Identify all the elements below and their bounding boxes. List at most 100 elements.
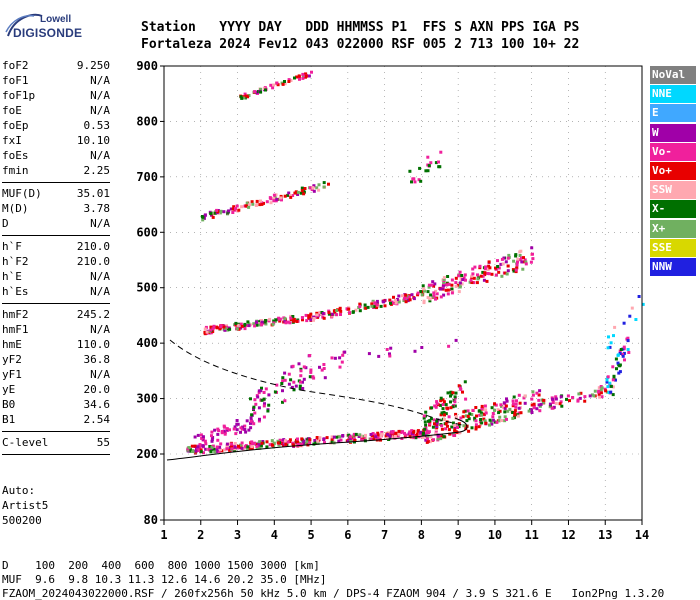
- echo-point: [512, 395, 516, 399]
- echo-point: [327, 311, 331, 315]
- echo-point: [330, 435, 334, 439]
- echo-point: [491, 412, 495, 415]
- x-axis-ticks: 1 2 3 4 5 6 7 8 9 10 11 12 13 14: [160, 520, 649, 542]
- echo-point: [196, 445, 200, 449]
- separator-line: [2, 235, 110, 236]
- y-tick-label: 200: [136, 447, 158, 461]
- echo-point: [266, 409, 270, 413]
- echo-point: [383, 304, 387, 308]
- echo-point: [517, 406, 521, 410]
- echo-point: [257, 443, 261, 447]
- legend-item: Vo+: [650, 161, 696, 180]
- echo-point: [330, 438, 334, 442]
- param-value: 2.54: [83, 413, 111, 426]
- echo-point: [393, 434, 397, 438]
- echo-point: [253, 90, 257, 94]
- echo-point: [419, 290, 423, 294]
- echo-point: [453, 429, 457, 433]
- echo-point: [322, 181, 326, 185]
- echo-point: [491, 418, 495, 422]
- echo-point: [196, 448, 200, 452]
- echo-point: [432, 294, 436, 298]
- echo-point: [439, 295, 443, 299]
- echo-point: [239, 326, 243, 330]
- echo-point: [522, 256, 525, 260]
- echo-point: [270, 439, 274, 443]
- echo-point: [397, 432, 401, 436]
- echo-point: [434, 297, 437, 301]
- echo-point: [338, 365, 342, 369]
- echo-point: [287, 372, 291, 376]
- echo-point: [258, 417, 261, 421]
- echo-point: [260, 441, 264, 445]
- param-row: h`F2 210.0: [2, 254, 110, 269]
- echo-point: [577, 392, 581, 396]
- echo-point: [414, 433, 418, 437]
- echo-point: [616, 361, 620, 365]
- param-name: yF1: [2, 368, 22, 381]
- echo-point: [289, 314, 293, 318]
- echo-point: [597, 393, 601, 397]
- param-name: foF1p: [2, 89, 36, 102]
- echo-point: [296, 437, 299, 441]
- echo-point: [454, 285, 458, 288]
- echo-point: [301, 442, 305, 446]
- echo-point: [440, 435, 444, 439]
- echo-point: [436, 435, 440, 439]
- header-values: Fortaleza 2024 Fev12 043 022000 RSF 005 …: [141, 37, 580, 52]
- param-row: h`Es N/A: [2, 284, 110, 299]
- echo-point: [420, 293, 424, 297]
- echo-point: [423, 420, 427, 424]
- footer-distance-row: D 100 200 400 600 800 1000 1500 3000 [km…: [2, 559, 320, 572]
- echo-point: [451, 421, 455, 425]
- echo-point: [292, 388, 296, 392]
- echo-point: [516, 257, 520, 261]
- echo-point: [268, 443, 272, 447]
- x-tick-label: 4: [271, 528, 278, 542]
- echo-point: [604, 389, 608, 393]
- echo-point: [615, 367, 618, 371]
- echo-point: [259, 444, 263, 448]
- y-tick-label: 900: [136, 59, 158, 73]
- echo-point: [193, 435, 197, 439]
- echo-point: [501, 262, 505, 266]
- echo-point: [435, 402, 439, 406]
- echo-point: [457, 290, 461, 294]
- echo-point: [360, 434, 364, 438]
- echo-point: [452, 433, 456, 437]
- echo-point: [514, 405, 518, 409]
- echo-point: [240, 96, 244, 100]
- echo-point: [511, 402, 515, 406]
- echo-point: [466, 409, 470, 413]
- echo-point: [446, 424, 449, 428]
- echo-point: [239, 430, 242, 434]
- param-value: 36.8: [83, 353, 111, 366]
- param-name: foF1: [2, 74, 29, 87]
- header-labels: Station YYYY DAY DDD HHMMSS P1 FFS S AXN…: [141, 20, 580, 35]
- echo-point: [222, 210, 226, 214]
- echo-point: [314, 315, 318, 319]
- echo-point: [354, 308, 358, 312]
- echo-point: [233, 425, 237, 429]
- echo-point: [316, 439, 320, 443]
- echo-point: [321, 312, 325, 315]
- echo-point: [439, 287, 443, 291]
- echo-point: [262, 397, 266, 401]
- echo-point: [201, 444, 205, 448]
- echo-point: [391, 435, 395, 439]
- echo-point: [442, 280, 446, 284]
- echo-point: [447, 428, 451, 432]
- echo-point: [363, 303, 367, 307]
- echo-point: [301, 76, 305, 80]
- echo-point: [260, 323, 264, 327]
- echo-point: [247, 205, 251, 209]
- param-name: fmin: [2, 164, 29, 177]
- echo-point: [449, 406, 453, 410]
- echo-point: [299, 374, 303, 378]
- echo-point: [519, 411, 523, 415]
- echo-point: [496, 408, 500, 412]
- echo-point: [284, 439, 287, 443]
- param-row: C-level 55: [2, 435, 110, 450]
- echo-point: [560, 404, 564, 408]
- auto-label: Auto:: [2, 484, 36, 497]
